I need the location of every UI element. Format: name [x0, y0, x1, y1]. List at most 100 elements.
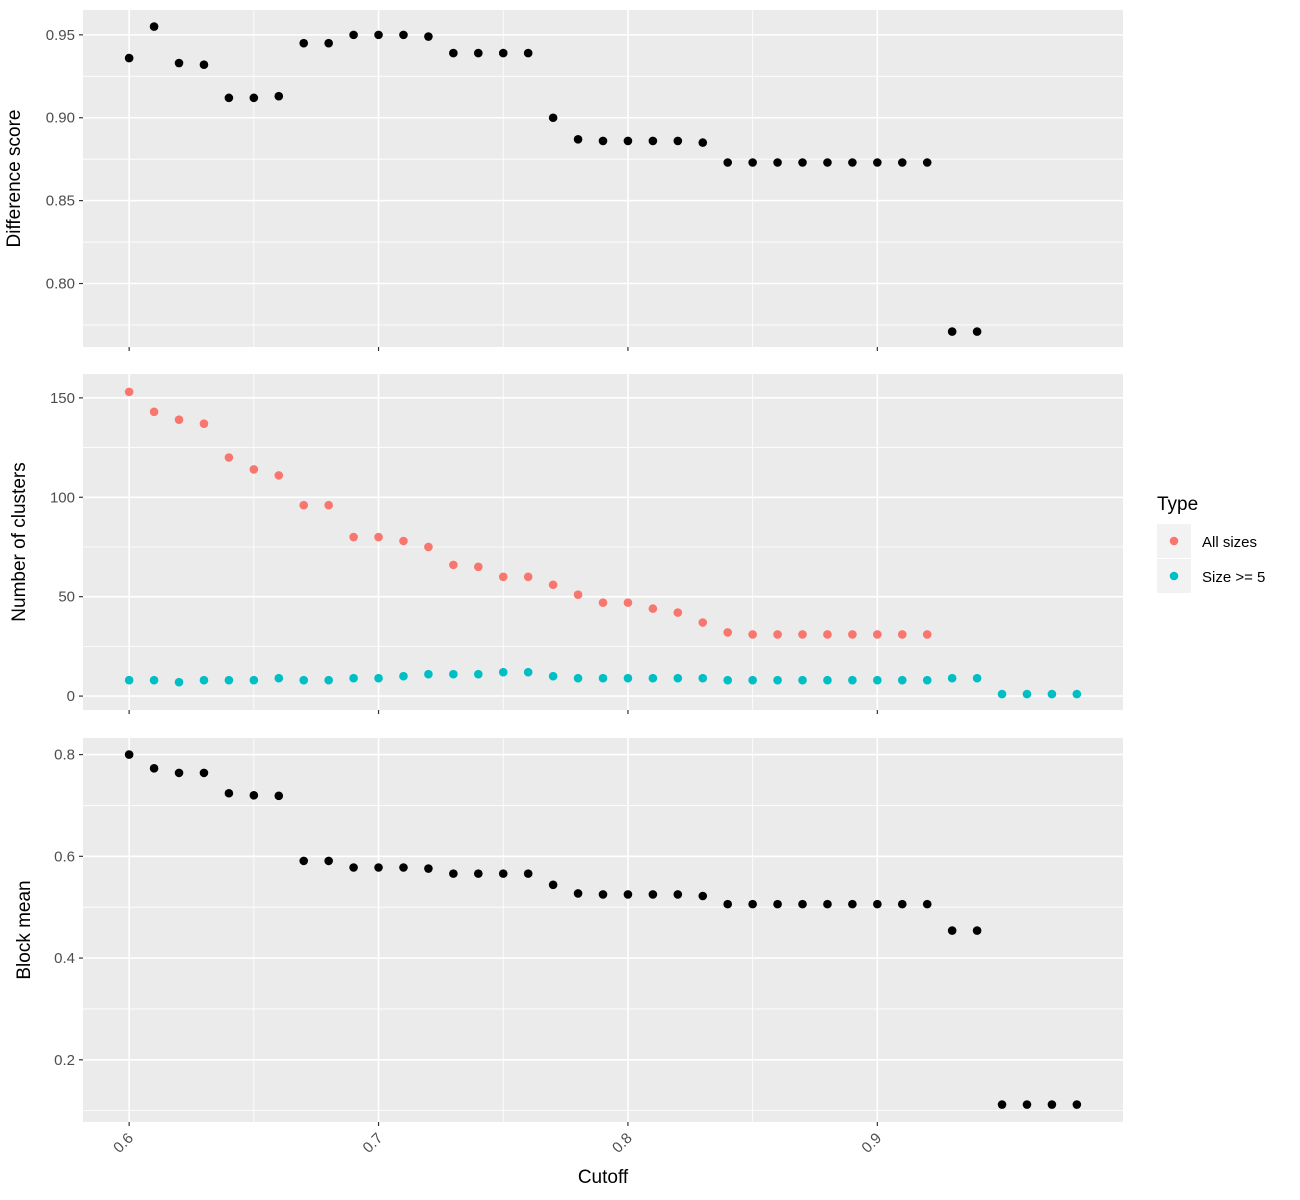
data-point	[349, 532, 358, 542]
panel-background	[83, 738, 1123, 1122]
data-point	[748, 899, 757, 909]
data-point	[548, 113, 558, 123]
data-point	[573, 590, 583, 599]
data-point	[473, 869, 483, 878]
data-point	[972, 673, 982, 683]
data-point	[972, 327, 982, 336]
y-tick-label: 0.6	[54, 848, 75, 865]
data-point	[399, 863, 408, 872]
data-point	[548, 671, 558, 681]
y-tick-label: 0.80	[46, 276, 75, 293]
data-point	[798, 675, 807, 685]
data-point	[922, 899, 932, 909]
data-point	[897, 630, 907, 639]
data-point	[972, 926, 982, 935]
data-point	[274, 673, 284, 683]
data-point	[498, 572, 508, 582]
x-tick-label: 0.6	[110, 1130, 137, 1157]
data-point	[473, 48, 483, 58]
data-point	[823, 630, 832, 639]
data-point	[723, 899, 733, 909]
y-tick-label: 0.95	[46, 27, 75, 44]
data-point	[1072, 689, 1082, 699]
data-point	[424, 864, 433, 873]
data-point	[324, 38, 333, 48]
data-point	[324, 675, 333, 685]
data-point	[149, 407, 159, 417]
data-point	[648, 673, 658, 683]
data-point	[249, 465, 259, 474]
data-point	[274, 471, 284, 480]
panel-3: 0.2 0.4 0.6 0.8 Block mean	[14, 738, 1123, 1126]
data-point	[798, 899, 807, 909]
data-point	[648, 136, 658, 146]
data-point	[399, 671, 408, 681]
data-point	[623, 598, 633, 607]
data-point	[498, 869, 508, 878]
y-tick-label: 0.90	[46, 110, 75, 127]
data-point	[1072, 1100, 1082, 1109]
data-point	[897, 899, 907, 909]
legend-marker	[1169, 536, 1179, 546]
data-point	[124, 53, 134, 63]
data-point	[224, 93, 234, 103]
data-point	[573, 134, 583, 144]
series-1	[124, 750, 1082, 1109]
y-axis-title: Difference score	[4, 110, 25, 248]
data-point	[848, 158, 857, 167]
data-point	[748, 675, 757, 685]
legend-label: All sizes	[1202, 534, 1257, 551]
data-point	[773, 630, 782, 639]
data-point	[723, 675, 733, 685]
data-point	[897, 675, 907, 685]
data-point	[374, 673, 383, 683]
data-point	[748, 158, 757, 167]
data-point	[249, 790, 259, 800]
data-point	[673, 608, 683, 617]
series-2	[124, 667, 1082, 699]
data-point	[798, 630, 807, 639]
series-1	[124, 387, 932, 639]
data-point	[274, 91, 284, 101]
data-point	[449, 48, 458, 58]
data-point	[249, 675, 259, 685]
data-point	[224, 788, 234, 798]
data-point	[1022, 1100, 1032, 1109]
y-tick-label: 0.85	[46, 193, 75, 210]
panel-2: 0 50 100 150 Number of clusters	[9, 374, 1123, 714]
data-point	[174, 58, 184, 68]
data-point	[673, 890, 683, 899]
data-point	[523, 667, 533, 677]
data-point	[349, 673, 358, 683]
data-point	[873, 630, 882, 639]
data-point	[773, 899, 782, 909]
data-point	[124, 387, 134, 397]
data-point	[424, 542, 433, 552]
data-point	[124, 675, 134, 685]
legend-label: Size >= 5	[1202, 569, 1265, 586]
data-point	[623, 136, 633, 146]
data-point	[149, 675, 159, 685]
data-point	[374, 30, 383, 40]
panel-1: 0.80 0.85 0.90 0.95 Difference score	[4, 10, 1123, 351]
data-point	[1047, 1100, 1057, 1109]
data-point	[873, 158, 882, 167]
data-point	[848, 630, 857, 639]
data-point	[523, 869, 533, 878]
data-point	[149, 22, 159, 31]
data-point	[798, 158, 807, 167]
data-point	[922, 675, 932, 685]
data-point	[424, 669, 433, 679]
data-point	[224, 453, 234, 462]
y-tick-label: 0	[67, 688, 75, 705]
data-point	[498, 667, 508, 677]
series-1	[124, 22, 982, 336]
x-axis: 0.6 0.7 0.8 0.9	[110, 1130, 885, 1157]
data-point	[673, 673, 683, 683]
data-point	[399, 536, 408, 546]
data-point	[124, 750, 134, 759]
data-point	[449, 869, 458, 878]
data-point	[523, 48, 533, 58]
data-point	[349, 30, 358, 40]
data-point	[374, 532, 383, 542]
